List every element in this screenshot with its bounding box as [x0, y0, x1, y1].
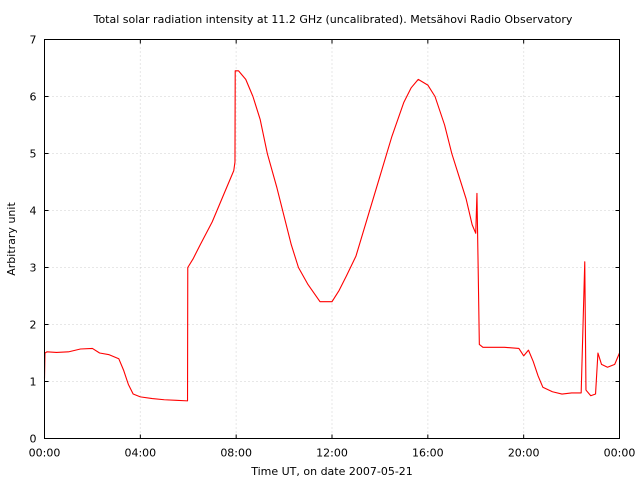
x-tick-label: 12:00	[316, 447, 348, 460]
x-tick-label: 08:00	[220, 447, 252, 460]
x-tick-label: 20:00	[508, 447, 540, 460]
x-tick-label: 00:00	[29, 447, 61, 460]
y-tick-label: 5	[30, 148, 37, 161]
x-tick-label: 16:00	[412, 447, 444, 460]
plot-frame	[44, 39, 620, 439]
y-tick-label: 4	[30, 205, 37, 218]
gridlines	[44, 39, 620, 439]
y-axis-label: Arbitrary unit	[5, 202, 18, 276]
x-tick-label: 04:00	[124, 447, 156, 460]
y-tick-label: 6	[30, 91, 37, 104]
y-tick-label: 2	[30, 319, 37, 332]
chart-title: Total solar radiation intensity at 11.2 …	[93, 13, 573, 26]
x-axis: 00:00 04:00 08:00 12:00 16:00 20:00 00:00	[29, 39, 636, 460]
y-tick-label: 0	[30, 433, 37, 446]
x-tick-label: 00:00	[604, 447, 636, 460]
y-tick-label: 7	[30, 34, 37, 47]
series-line	[43, 70, 621, 402]
y-axis: 0 1 2 3 4 5 6 7	[30, 34, 620, 446]
y-tick-label: 3	[30, 262, 37, 275]
x-axis-label: Time UT, on date 2007-05-21	[250, 465, 413, 478]
y-tick-label: 1	[30, 376, 37, 389]
series-layer	[43, 70, 621, 402]
